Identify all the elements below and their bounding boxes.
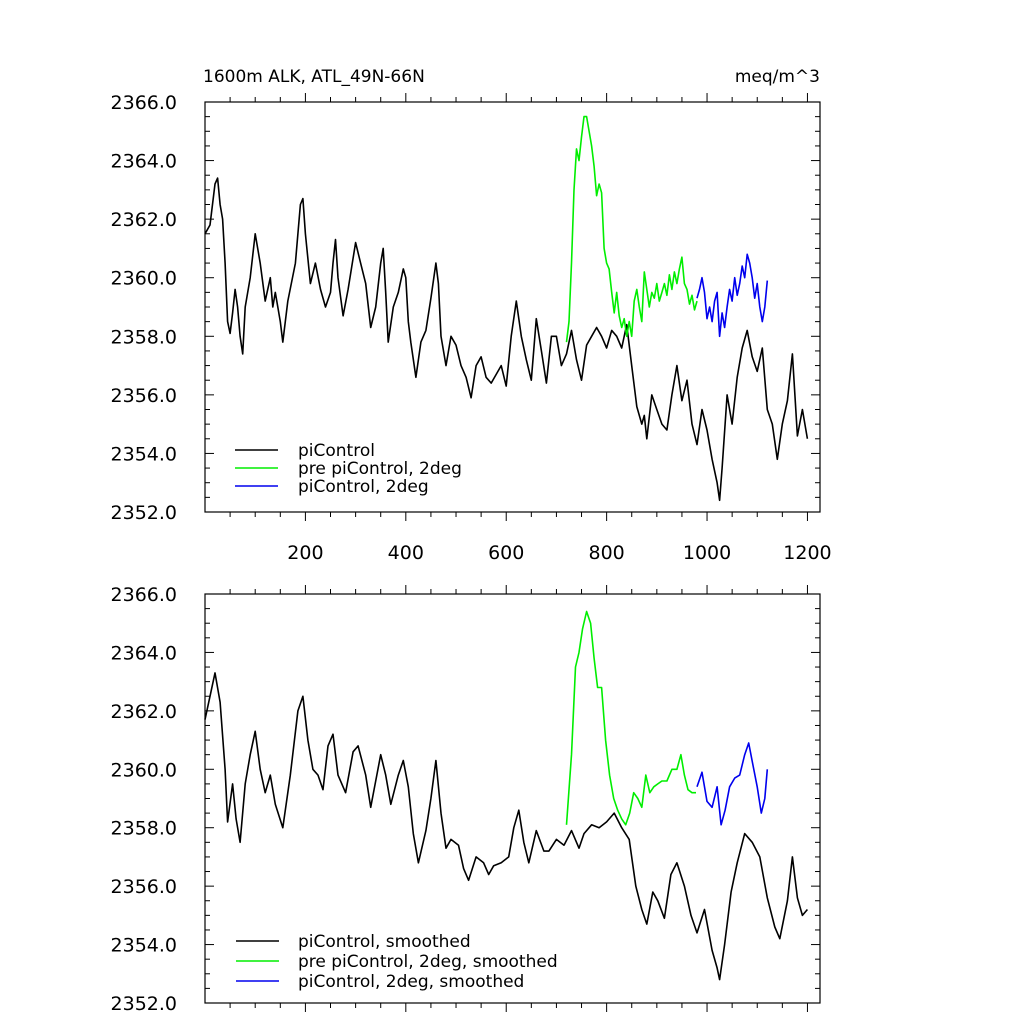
top-xtick-label: 800 (588, 542, 624, 564)
top-legend-label: pre piControl, 2deg (298, 459, 462, 479)
bottom-ytick-label: 2358.0 (111, 818, 177, 840)
chart-title-left: 1600m ALK, ATL_49N-66N (203, 67, 425, 87)
top-series-line-2 (696, 253, 769, 338)
top-ytick-label: 2366.0 (111, 92, 177, 114)
bottom-ytick-label: 2364.0 (111, 642, 177, 664)
bottom-ytick-label: 2360.0 (111, 759, 177, 781)
top-ytick-label: 2354.0 (111, 443, 177, 465)
bottom-series-line-0 (204, 672, 809, 981)
top-ytick-label: 2362.0 (111, 209, 177, 231)
bottom-marks (204, 610, 809, 981)
top-panel: 1600m ALK, ATL_49N-66N meq/m^3 2352.0235… (111, 67, 832, 564)
bottom-ytick-label: 2354.0 (111, 935, 177, 957)
top-ytick-label: 2356.0 (111, 385, 177, 407)
bottom-ytick-label: 2362.0 (111, 701, 177, 723)
top-legend-label: piControl (298, 441, 375, 461)
bottom-ytick-label: 2356.0 (111, 876, 177, 898)
top-series-line-0 (204, 177, 809, 502)
bottom-ticks: 2352.0 2354.0 2356.0 2358.0 2360.0 2362.0 2364… (111, 584, 820, 1015)
top-ytick-label: 2358.0 (111, 326, 177, 348)
bottom-panel: 2352.0 2354.0 2356.0 2358.0 2360.0 2362.0 2364… (111, 584, 821, 1015)
top-ytick-label: 2360.0 (111, 268, 177, 290)
top-marks (204, 115, 809, 502)
top-xtick-label: 1200 (783, 542, 831, 564)
top-legend-label: piControl, 2deg (298, 477, 429, 497)
top-xtick-label: 600 (488, 542, 524, 564)
top-xtick-label: 400 (388, 542, 424, 564)
bottom-legend-label: piControl, smoothed (298, 932, 471, 952)
bottom-legend-label: pre piControl, 2deg, smoothed (298, 952, 558, 972)
top-series-line-1 (565, 115, 698, 343)
top-ticks: 2352.0 2354.0 2356.0 2358.0 2360.0 2362.0 2364… (111, 92, 832, 564)
top-xtick-label: 200 (287, 542, 323, 564)
bottom-series-line-1 (565, 610, 696, 826)
bottom-ytick-label: 2366.0 (111, 584, 177, 606)
top-xtick-label: 1000 (683, 542, 731, 564)
bottom-legend-label: piControl, 2deg, smoothed (298, 972, 524, 992)
bottom-series-line-2 (696, 742, 769, 826)
top-ytick-label: 2364.0 (111, 151, 177, 173)
top-ytick-label: 2352.0 (111, 502, 177, 524)
bottom-ytick-label: 2352.0 (111, 993, 177, 1015)
chart-title-units: meq/m^3 (735, 67, 820, 87)
